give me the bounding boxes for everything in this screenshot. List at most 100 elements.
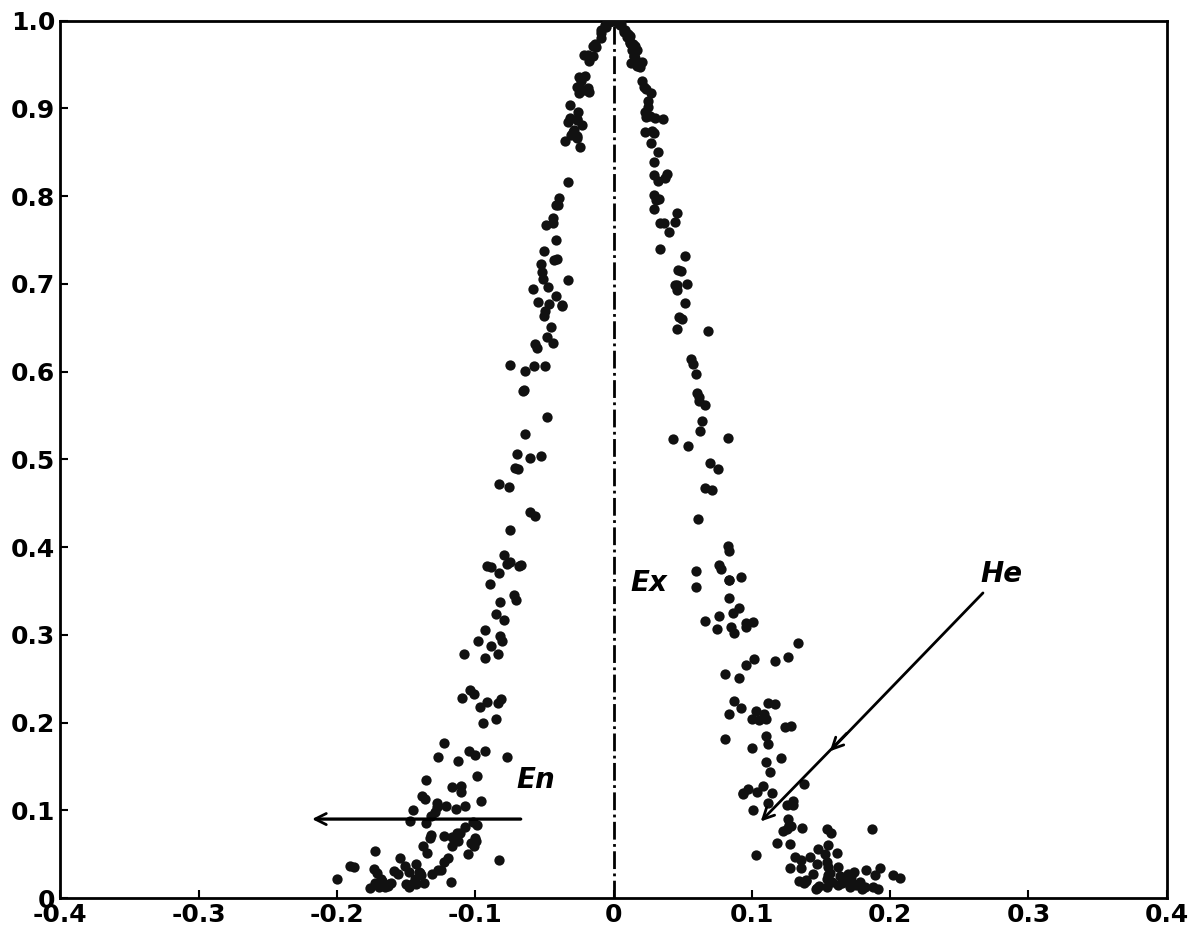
Point: [398, 880, 418, 895]
Point: [810, 879, 829, 894]
Point: [413, 788, 432, 803]
Point: [406, 871, 425, 886]
Point: [407, 856, 426, 871]
Point: [676, 295, 695, 310]
Point: [664, 431, 683, 446]
Point: [569, 104, 588, 119]
Point: [784, 797, 803, 812]
Point: [614, 23, 634, 38]
Point: [647, 193, 666, 208]
Point: [784, 794, 803, 809]
Point: [667, 322, 686, 337]
Point: [449, 833, 468, 848]
Point: [852, 882, 871, 897]
Point: [636, 124, 655, 139]
Point: [464, 814, 484, 829]
Point: [828, 878, 847, 893]
Point: [365, 844, 384, 859]
Point: [715, 667, 734, 682]
Point: [808, 856, 827, 871]
Point: [539, 296, 558, 311]
Point: [455, 820, 474, 835]
Point: [443, 839, 462, 854]
Point: [500, 554, 520, 569]
Point: [506, 592, 526, 607]
Point: [756, 729, 775, 744]
Point: [341, 859, 360, 874]
Point: [689, 389, 708, 404]
Point: [575, 83, 594, 98]
Point: [505, 588, 524, 603]
Point: [625, 51, 644, 66]
Point: [772, 750, 791, 765]
Point: [730, 600, 749, 615]
Point: [434, 828, 454, 843]
Point: [425, 804, 444, 819]
Point: [778, 797, 797, 812]
Point: [524, 508, 544, 523]
Point: [703, 483, 722, 498]
Point: [498, 749, 517, 764]
Point: [514, 384, 533, 399]
Point: [568, 112, 587, 127]
Point: [390, 851, 409, 866]
Point: [838, 867, 857, 882]
Point: [725, 626, 744, 641]
Point: [494, 613, 514, 628]
Point: [412, 867, 431, 882]
Point: [421, 828, 440, 843]
Point: [696, 613, 715, 628]
Point: [689, 511, 708, 526]
Point: [604, 13, 623, 28]
Point: [671, 264, 690, 279]
Point: [532, 265, 551, 280]
Point: [818, 859, 838, 874]
Point: [538, 330, 557, 345]
Point: [500, 358, 520, 373]
Point: [413, 839, 432, 854]
Point: [414, 875, 433, 890]
Point: [745, 651, 764, 666]
Point: [421, 809, 440, 824]
Point: [746, 704, 766, 719]
Point: [564, 124, 583, 139]
Point: [566, 129, 586, 144]
Point: [539, 280, 558, 295]
Point: [458, 847, 478, 862]
Point: [466, 830, 485, 845]
Point: [488, 647, 508, 662]
Point: [533, 271, 552, 286]
Point: [720, 706, 739, 721]
Point: [534, 309, 553, 324]
Point: [434, 735, 454, 750]
Point: [840, 880, 859, 895]
Point: [401, 813, 420, 828]
Point: [686, 580, 706, 595]
Point: [730, 670, 749, 685]
Point: [446, 801, 466, 816]
Point: [474, 715, 493, 730]
Point: [486, 606, 505, 621]
Point: [710, 608, 730, 623]
Point: [737, 658, 756, 673]
Point: [607, 14, 626, 29]
Point: [817, 879, 836, 894]
Point: [678, 439, 697, 454]
Point: [788, 635, 808, 650]
Point: [530, 257, 550, 272]
Point: [696, 398, 715, 413]
Point: [691, 423, 710, 438]
Point: [696, 480, 715, 495]
Point: [560, 110, 580, 125]
Point: [733, 787, 752, 802]
Point: [451, 785, 470, 800]
Point: [750, 713, 769, 728]
Point: [466, 748, 485, 763]
Point: [418, 846, 437, 861]
Point: [580, 53, 599, 68]
Point: [618, 26, 637, 41]
Point: [618, 29, 637, 44]
Point: [684, 356, 703, 371]
Point: [646, 111, 665, 126]
Point: [547, 251, 566, 266]
